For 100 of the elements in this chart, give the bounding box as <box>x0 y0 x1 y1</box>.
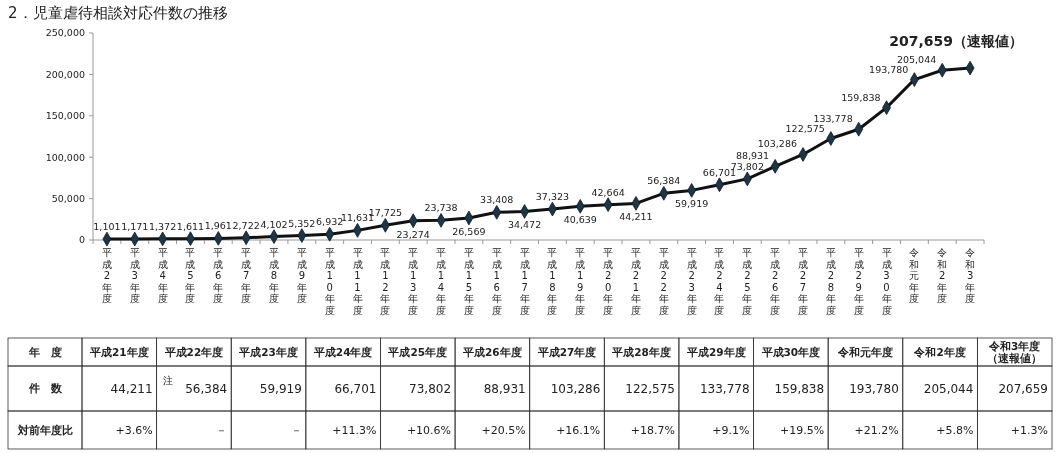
text: 令和3年度（速報値） <box>987 339 1043 365</box>
text: 122,575 <box>625 381 675 396</box>
x-tick-label: 平成20年度 <box>603 247 614 316</box>
text: 73,802 <box>409 381 452 396</box>
data-label: 56,384 <box>647 175 681 187</box>
data-label: 40,639 <box>563 214 597 226</box>
text: 年 度 <box>27 345 62 358</box>
text: 平成26年度 <box>462 345 522 358</box>
data-label: 33,408 <box>480 194 514 206</box>
x-tick-label: 平成2年度 <box>101 247 112 304</box>
x-tick-label: 平成5年度 <box>185 247 196 304</box>
data-label: 42,664 <box>591 186 625 198</box>
text: 207,659 <box>998 381 1048 396</box>
data-label: 1,101 <box>93 221 121 233</box>
data-label: 159,838 <box>841 91 881 103</box>
text: +19.5% <box>779 423 825 437</box>
y-tick-label: 250,000 <box>45 27 85 39</box>
x-tick-label: 令和元年度 <box>909 247 920 304</box>
text: 平成23年度 <box>238 345 298 358</box>
text: +1.3% <box>1010 423 1048 437</box>
data-label: 6,932 <box>316 216 344 228</box>
text: 59,919 <box>259 381 302 396</box>
data-label: 122,575 <box>785 122 825 134</box>
x-tick-label: 平成26年度 <box>770 247 781 316</box>
data-label: 5,352 <box>288 217 316 229</box>
x-tick-label: 平成9年度 <box>296 247 307 304</box>
text: +10.6% <box>406 423 452 437</box>
text: 平成21年度 <box>89 345 149 358</box>
x-tick-label: 平成25年度 <box>742 247 753 316</box>
x-tick-label: 平成13年度 <box>408 247 419 316</box>
x-tick-label: 平成3年度 <box>129 247 140 304</box>
text: +16.1% <box>556 423 601 437</box>
text: － <box>290 423 302 437</box>
text: +3.6% <box>115 423 153 437</box>
text: 平成30年度 <box>760 345 821 358</box>
x-tick-label: 平成24年度 <box>714 247 725 316</box>
chart-title: 2．児童虐待相談対応件数の推移 <box>8 4 228 22</box>
data-label: 103,286 <box>757 138 798 150</box>
x-tick-label: 平成11年度 <box>352 247 363 316</box>
text: 平成29年度 <box>685 345 746 358</box>
text: 令和元年度 <box>836 345 893 359</box>
y-tick-label: 200,000 <box>45 68 85 80</box>
y-tick-label: 0 <box>78 234 85 246</box>
text: 平成27年度 <box>536 345 597 358</box>
text: 88,931 <box>483 381 526 396</box>
text: 205,044 <box>923 381 974 396</box>
text: 159,838 <box>774 381 825 396</box>
x-tick-label: 平成28年度 <box>825 247 836 316</box>
y-tick-label: 100,000 <box>45 151 85 163</box>
text: 平成22年度 <box>163 345 224 358</box>
text: +18.7% <box>630 423 675 437</box>
data-label: 23,738 <box>424 202 458 214</box>
data-label: 73,802 <box>730 160 764 172</box>
text: +5.8% <box>936 423 974 437</box>
text: 133,778 <box>699 381 750 396</box>
x-tick-label: 平成7年度 <box>241 247 252 304</box>
x-tick-label: 平成29年度 <box>853 247 864 316</box>
data-label: 23,274 <box>396 228 430 240</box>
text: 66,701 <box>334 381 377 396</box>
text: － <box>216 423 228 437</box>
y-tick-label: 50,000 <box>51 192 85 204</box>
x-tick-label: 平成23年度 <box>686 247 697 316</box>
x-tick-label: 平成12年度 <box>380 247 391 316</box>
text: 件 数 <box>27 382 63 395</box>
data-label: 1,372 <box>149 220 177 232</box>
text: 注56,384 <box>162 374 228 396</box>
text: 平成28年度 <box>611 345 671 358</box>
x-tick-label: 平成19年度 <box>575 247 586 316</box>
x-tick-label: 平成16年度 <box>491 247 502 316</box>
data-label: 26,569 <box>452 226 486 237</box>
text: +9.1% <box>712 423 750 437</box>
x-tick-label: 平成18年度 <box>547 247 558 316</box>
x-tick-label: 平成4年度 <box>157 247 168 304</box>
text: +20.5% <box>481 423 526 437</box>
x-tick-label: 平成21年度 <box>630 247 641 316</box>
x-tick-label: 令和3年度 <box>965 247 976 304</box>
x-tick-label: 平成27年度 <box>798 247 809 316</box>
data-label: 193,780 <box>869 63 909 75</box>
x-tick-label: 平成30年度 <box>881 247 892 316</box>
data-label: 44,211 <box>619 211 653 223</box>
data-label: 59,919 <box>675 198 709 210</box>
data-label: 207,659（速報値） <box>889 33 1023 50</box>
data-label: 34,472 <box>507 219 542 231</box>
x-tick-label: 令和2年度 <box>937 247 948 304</box>
text: 193,780 <box>849 381 899 396</box>
data-label: 1,611 <box>176 220 205 232</box>
text: 103,286 <box>550 381 601 396</box>
data-label: 133,778 <box>813 113 853 125</box>
x-tick-label: 平成22年度 <box>658 247 669 316</box>
data-label: 1,961 <box>204 220 232 232</box>
data-label: 205,044 <box>896 54 937 66</box>
text: +21.2% <box>854 423 899 437</box>
x-tick-label: 平成14年度 <box>436 247 447 316</box>
text: 対前年度比 <box>16 423 73 436</box>
x-tick-label: 平成10年度 <box>324 247 335 316</box>
data-label: 88,931 <box>735 150 770 162</box>
text: 平成25年度 <box>387 345 448 358</box>
x-tick-label: 平成17年度 <box>519 247 530 316</box>
x-tick-label: 平成15年度 <box>463 247 474 316</box>
data-label: 37,323 <box>535 191 570 203</box>
